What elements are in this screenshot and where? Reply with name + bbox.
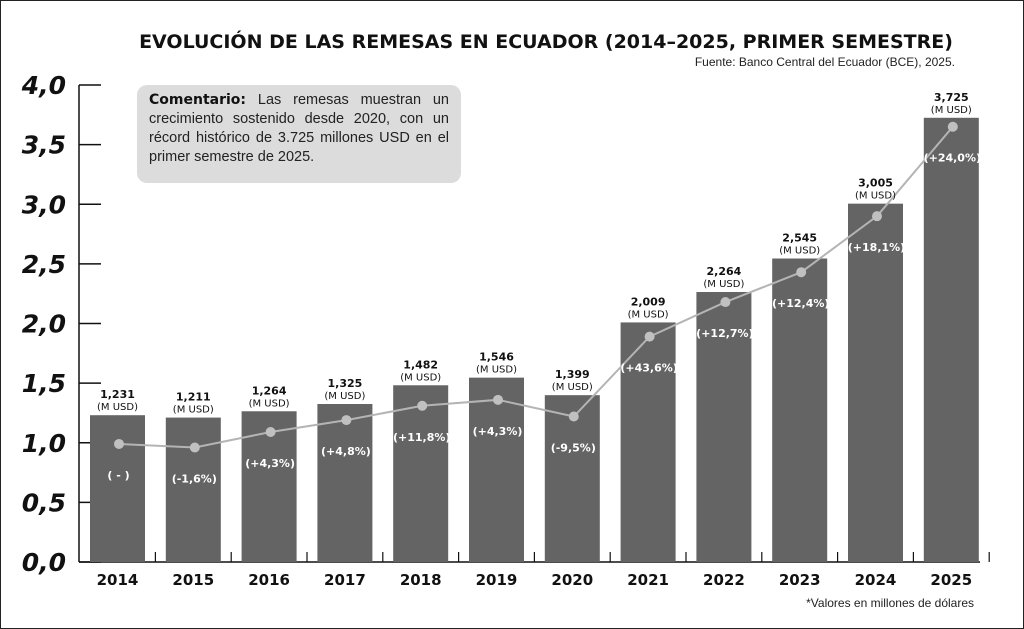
bar-value-label: 1,399 [555,368,590,381]
growth-label: (+4,3%) [473,425,523,438]
axes: 0,0 0,5 1,0 1,5 2,0 2,5 3,0 3,5 4,0 [21,71,990,577]
x-tick-label: 2019 [476,571,518,589]
bar-unit-label: (M USD) [931,105,972,116]
bar-value-label: 2,264 [707,265,742,278]
trend-point-2024 [872,211,882,222]
trend-point-2022 [720,297,731,308]
bar-unit-label: (M USD) [703,279,744,290]
bar-value-label: 1,211 [176,391,211,404]
bar-unit-label: (M USD) [779,246,820,257]
trend-line-group [114,121,958,453]
footnote: *Valores en millones de dólares [806,596,974,610]
growth-label: (+12,7%) [696,327,753,340]
bar-unit-label: (M USD) [628,309,669,320]
bar-unit-label: (M USD) [552,382,593,393]
x-tick-label: 2022 [703,571,745,589]
y-tick-label: 2,0 [22,310,66,339]
trend-point-2017 [341,415,352,426]
bar-2025 [923,117,979,562]
trend-point-2025 [947,121,958,132]
trend-point-2015 [189,442,200,453]
bar-2019 [469,377,524,562]
x-tick-label: 2015 [172,571,214,589]
trend-point-2018 [417,400,428,411]
bar-2014 [90,415,145,562]
growth-label: (+24,0%) [924,152,981,165]
growth-label: (+11,8%) [393,431,450,444]
bar-unit-label: (M USD) [476,365,517,376]
x-tick-label: 2016 [248,571,290,589]
bar-value-label: 1,325 [328,377,363,390]
y-tick-label: 4,0 [21,71,66,100]
growth-label: (+4,8%) [321,445,371,458]
y-tick-label: 3,5 [22,131,66,160]
bar-unit-label: (M USD) [855,191,896,202]
x-tick-label: 2025 [930,571,972,589]
growth-label: (-9,5%) [551,442,596,455]
comment-text: Las remesas muestran un crecimiento sost… [149,92,449,165]
x-tick-label: 2018 [400,571,442,589]
bar-unit-label: (M USD) [249,398,290,409]
y-tick-label: 1,5 [22,369,66,398]
bar-value-label: 3,725 [934,91,969,104]
trend-point-2016 [265,427,276,438]
trend-point-2014 [114,438,124,449]
bar-value-label: 2,009 [631,295,666,308]
comment-box: Comentario: Las remesas muestran un crec… [137,85,461,183]
x-tick-label: 2017 [324,571,366,589]
x-tick-label: 2023 [779,571,821,589]
bar-unit-label: (M USD) [400,372,441,383]
trend-point-2023 [796,267,807,278]
x-tick-label: 2020 [551,571,593,589]
bar-2021 [620,322,676,562]
bars [90,117,979,562]
bar-unit-label: (M USD) [97,402,138,413]
bar-value-label: 2,545 [782,232,817,245]
bar-2020 [544,395,600,562]
trend-line [118,126,954,449]
x-tick-label: 2021 [627,571,669,589]
y-tick-label: 0,0 [22,548,66,577]
bar-2024 [848,203,903,562]
bar-unit-label: (M USD) [173,405,214,416]
growth-label: ( - ) [107,469,129,482]
bar-2023 [772,258,828,562]
trend-point-2020 [568,411,579,422]
x-tick-label: 2024 [855,571,897,589]
trend-point-2019 [493,394,503,405]
bar-2022 [696,292,752,562]
growth-label: (+43,6%) [620,362,677,375]
x-tick-label: 2014 [97,571,139,589]
bar-value-label: 1,264 [252,384,287,397]
growth-label: (+4,3%) [245,457,295,470]
growth-label: (+12,4%) [772,297,829,310]
chart-source: Fuente: Banco Central del Ecuador (BCE),… [695,55,955,69]
bar-value-label: 1,482 [403,358,438,371]
y-tick-label: 1,0 [22,429,66,458]
bar-value-label: 1,546 [479,351,514,364]
chart-title: EVOLUCIÓN DE LAS REMESAS EN ECUADOR (201… [139,29,953,53]
bar-value-label: 3,005 [858,177,893,190]
growth-label: (-1,6%) [172,473,217,486]
comment-label: Comentario: [149,92,247,108]
bar-2018 [393,385,449,562]
bar-value-label: 1,231 [100,388,135,401]
bar-2015 [165,417,221,562]
bar-unit-label: (M USD) [324,391,365,402]
trend-point-2021 [644,331,655,342]
growth-label: (+18,1%) [848,241,905,254]
y-tick-label: 0,5 [22,488,66,517]
bar-2017 [317,403,373,562]
y-tick-label: 3,0 [22,190,66,219]
y-tick-label: 2,5 [22,250,66,279]
